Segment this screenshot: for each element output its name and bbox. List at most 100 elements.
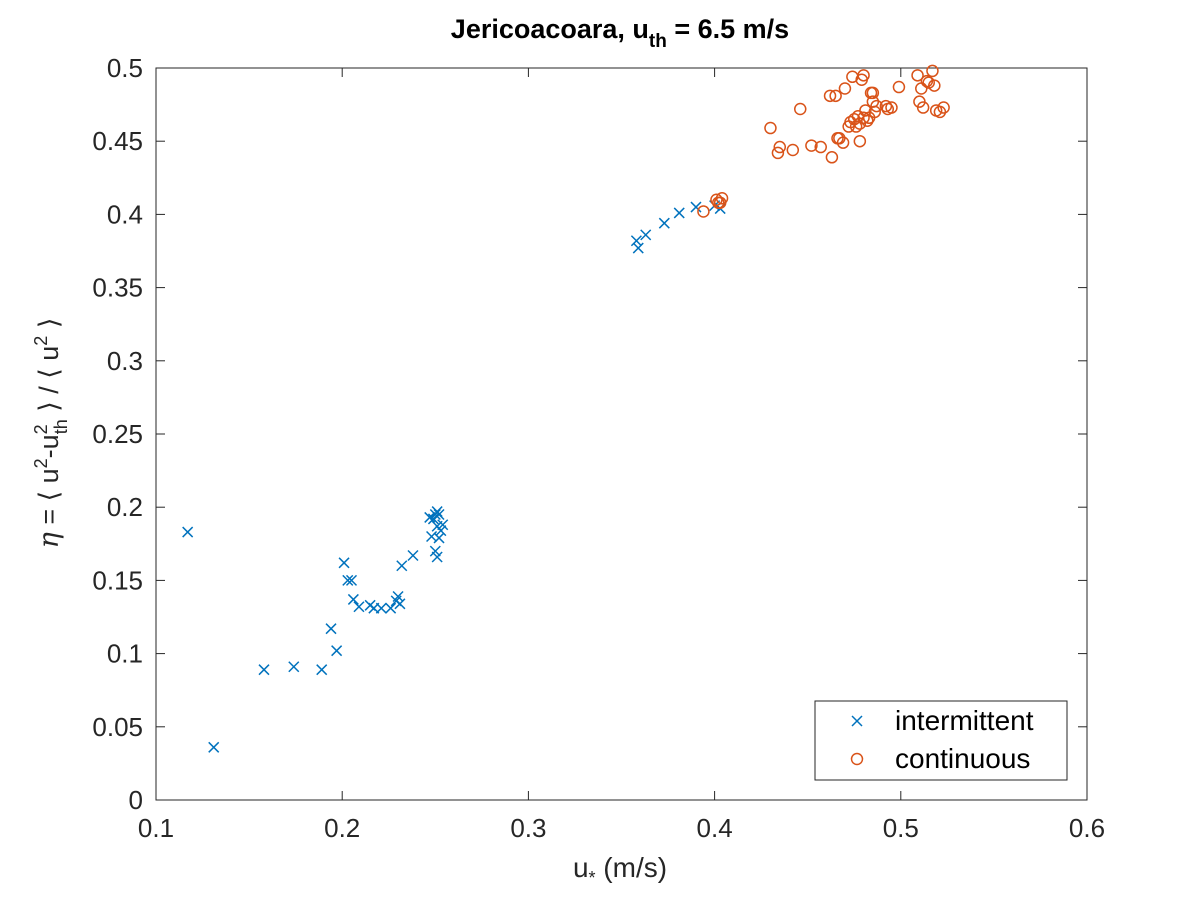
- data-point-intermittent: [338, 557, 350, 569]
- data-point-intermittent: [632, 242, 644, 254]
- data-point-intermittent: [385, 602, 397, 614]
- ylabel-part4: ⟩: [34, 318, 64, 336]
- legend-marker-x: [851, 715, 863, 727]
- y-axis-label: η = ⟨ u2-u2th ⟩ / ⟨ u2 ⟩: [31, 318, 71, 549]
- xlabel-rest: (m/s): [596, 852, 668, 883]
- data-point-intermittent: [325, 623, 337, 635]
- data-point-continuous: [710, 193, 723, 207]
- x-tick-label: 0.2: [324, 813, 360, 843]
- data-point-continuous: [933, 105, 947, 119]
- data-point-continuous: [836, 136, 850, 149]
- y-tick-label: 0.25: [92, 419, 143, 449]
- title-main: Jericoacoara, u: [451, 14, 649, 44]
- data-point-continuous: [697, 205, 710, 218]
- data-point-intermittent: [331, 645, 343, 657]
- y-tick-label: 0.4: [107, 199, 143, 229]
- ylabel-part1: = ⟨ u: [34, 468, 64, 532]
- data-point-continuous: [885, 101, 898, 114]
- x-tick-label: 0.5: [883, 813, 919, 843]
- data-point-intermittent: [208, 741, 220, 753]
- data-point-continuous: [857, 111, 870, 125]
- xlabel-main: u: [573, 852, 589, 883]
- data-point-continuous: [911, 69, 924, 82]
- data-point-intermittent: [640, 229, 652, 241]
- data-point-intermittent: [375, 602, 387, 614]
- y-tick-label: 0: [129, 785, 143, 815]
- data-point-intermittent: [429, 508, 441, 521]
- data-point-intermittent: [690, 201, 702, 213]
- data-point-continuous: [879, 99, 893, 113]
- data-point-intermittent: [396, 560, 408, 572]
- x-tick-label: 0.4: [697, 813, 733, 843]
- data-point-continuous: [794, 102, 807, 116]
- data-point-continuous: [937, 101, 950, 114]
- data-point-intermittent: [394, 598, 406, 610]
- series-continuous: [697, 64, 950, 218]
- legend-marker-intermittent: [851, 715, 863, 727]
- data-point-intermittent: [431, 551, 443, 563]
- ylabel-sub2: th: [51, 419, 71, 434]
- y-tick-label: 0.2: [107, 492, 143, 522]
- data-point-continuous: [866, 86, 880, 100]
- xlabel-subscript: *: [589, 868, 596, 888]
- x-tick-label: 0.6: [1069, 813, 1105, 843]
- data-point-continuous: [715, 192, 729, 205]
- data-point-continuous: [829, 89, 842, 103]
- data-point-intermittent: [630, 235, 642, 247]
- ylabel-sup3: 2: [31, 336, 51, 346]
- data-point-intermittent: [431, 506, 443, 518]
- y-tick-label: 0.3: [107, 346, 143, 376]
- data-point-continuous: [805, 139, 818, 152]
- data-point-intermittent: [182, 526, 194, 538]
- data-point-intermittent: [347, 593, 359, 605]
- plot-frame: [155, 67, 1088, 801]
- data-point-continuous: [868, 105, 881, 119]
- x-tick-label: 0.1: [138, 813, 174, 843]
- ylabel-part3: ⟩ / ⟨ u: [34, 346, 64, 420]
- data-point-intermittent: [437, 519, 449, 531]
- x-axis-label: u* (m/s): [573, 852, 667, 888]
- y-tick-label: 0.5: [107, 53, 143, 83]
- data-point-intermittent: [407, 549, 419, 562]
- data-point-continuous: [870, 99, 883, 113]
- x-axis-ticks: 0.1 0.2 0.3 0.4 0.5 0.6: [138, 68, 1105, 843]
- x-tick-label: 0.3: [510, 813, 546, 843]
- axes-box: [155, 67, 1088, 801]
- data-point-continuous: [853, 134, 867, 148]
- y-tick-label: 0.1: [107, 639, 143, 669]
- data-point-continuous: [857, 69, 870, 82]
- ylabel-sup1: 2: [31, 458, 51, 468]
- data-point-intermittent: [258, 664, 270, 676]
- y-tick-label: 0.05: [92, 712, 143, 742]
- data-point-continuous: [915, 82, 928, 95]
- data-point-continuous: [771, 146, 785, 160]
- y-tick-label: 0.45: [92, 126, 143, 156]
- data-point-continuous: [823, 89, 837, 103]
- data-point-continuous: [825, 151, 839, 164]
- data-point-intermittent: [392, 590, 404, 603]
- data-points: [182, 64, 950, 753]
- data-point-continuous: [892, 80, 906, 94]
- data-point-intermittent: [288, 661, 300, 673]
- data-point-intermittent: [433, 508, 445, 521]
- title-subscript: th: [649, 31, 667, 52]
- data-point-intermittent: [658, 217, 670, 229]
- data-point-continuous: [764, 121, 777, 135]
- ylabel-part2: -u: [34, 434, 64, 458]
- data-point-continuous: [916, 101, 930, 114]
- title-rest: = 6.5 m/s: [667, 14, 789, 44]
- data-point-intermittent: [424, 511, 436, 523]
- legend: intermittent continuous: [814, 700, 1068, 781]
- ylabel-eta: η: [34, 532, 65, 548]
- data-point-continuous: [786, 143, 800, 157]
- ylabel-sup2: 2: [31, 424, 51, 434]
- y-tick-label: 0.35: [92, 273, 143, 303]
- data-point-continuous: [833, 132, 846, 145]
- data-point-intermittent: [345, 574, 358, 586]
- legend-label-intermittent: intermittent: [895, 705, 1034, 736]
- legend-label-continuous: continuous: [895, 743, 1030, 774]
- chart-title: Jericoacoara, uth = 6.5 m/s: [451, 14, 789, 52]
- data-point-intermittent: [316, 664, 328, 676]
- series-intermittent: [182, 200, 726, 753]
